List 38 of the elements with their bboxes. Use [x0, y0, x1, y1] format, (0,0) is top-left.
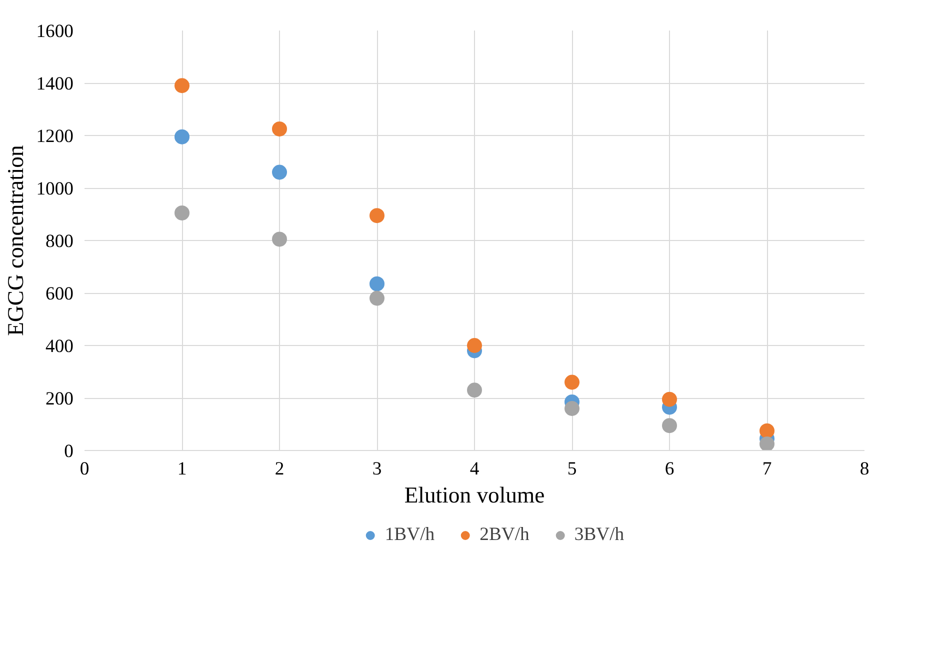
y-tick-label: 1600 — [36, 21, 74, 42]
x-tick-label: 4 — [470, 458, 480, 480]
legend-label: 1BV/h — [384, 524, 435, 546]
y-tick-label: 0 — [64, 441, 74, 462]
legend-label: 3BV/h — [574, 524, 624, 546]
x-tick-label: 5 — [567, 458, 577, 480]
x-tick-label: 0 — [80, 458, 90, 480]
point — [370, 290, 384, 306]
y-tick-label: 1400 — [36, 74, 74, 94]
y-tick-label: 400 — [46, 336, 74, 357]
point — [467, 382, 482, 398]
y-axis-title: EGCG concentration — [3, 145, 28, 336]
point — [370, 276, 384, 292]
point — [467, 338, 482, 353]
point — [662, 418, 677, 434]
point — [272, 121, 287, 136]
y-tick-label: 800 — [46, 231, 74, 252]
x-tick-label: 1 — [177, 458, 187, 480]
x-tick-label: 8 — [860, 458, 870, 480]
legend-label: 2BV/h — [480, 524, 530, 546]
y-tick-label: 600 — [46, 284, 74, 304]
point — [564, 401, 580, 416]
point — [564, 374, 580, 390]
point — [662, 392, 677, 407]
point — [174, 205, 190, 220]
x-axis-title: Elution volume — [404, 482, 545, 508]
y-tick-label: 1000 — [36, 178, 74, 200]
point — [272, 232, 287, 247]
y-tick-label: 1200 — [36, 126, 74, 147]
point — [174, 129, 190, 144]
point — [272, 164, 287, 180]
x-tick-label: 3 — [372, 458, 382, 480]
y-tick-label: 200 — [46, 388, 74, 410]
x-tick-label: 6 — [664, 458, 674, 480]
point — [174, 78, 190, 94]
point — [370, 208, 384, 224]
x-tick-label: 2 — [274, 458, 284, 480]
x-tick-label: 7 — [762, 458, 772, 480]
